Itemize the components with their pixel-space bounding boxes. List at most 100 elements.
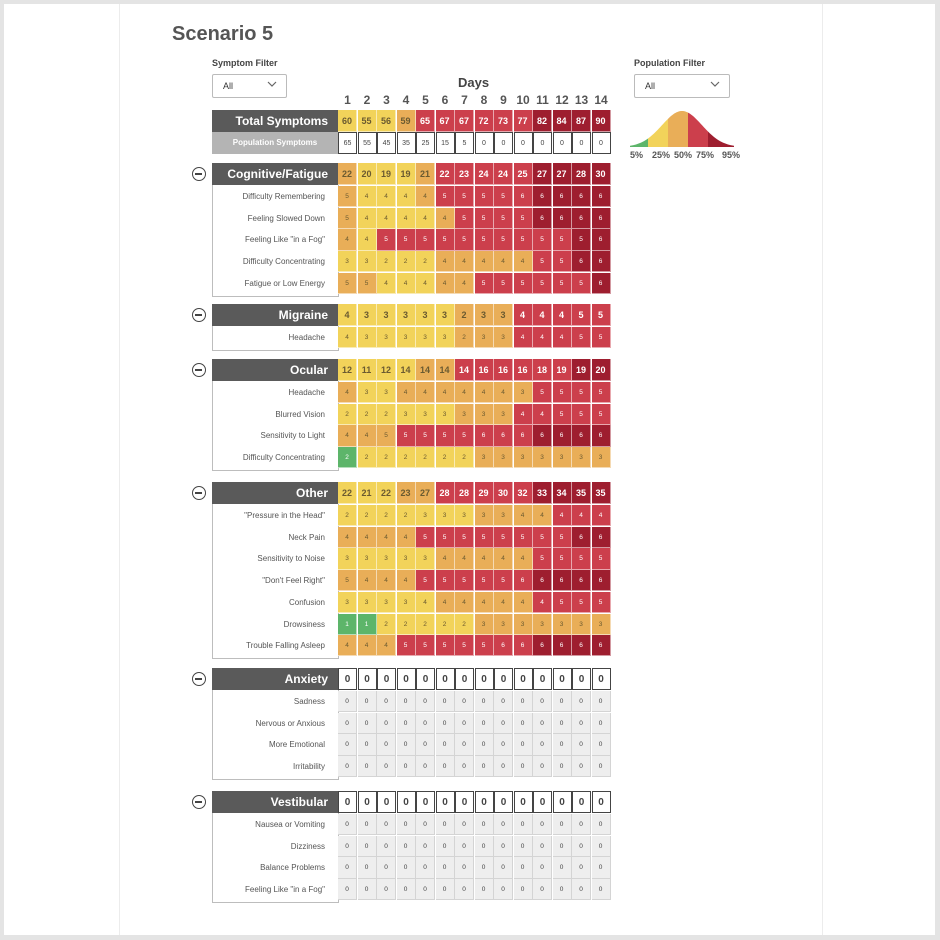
symptom-cell: 3 [474, 505, 494, 527]
collapse-migraine-button[interactable] [192, 308, 206, 322]
group-total-cell: 14 [435, 359, 455, 381]
symptom-cell: 5 [494, 272, 513, 294]
symptom-cell: 0 [474, 691, 494, 713]
symptom-cell: 5 [533, 548, 552, 570]
group-total-cell: 14 [416, 359, 435, 381]
symptom-cell: 3 [513, 382, 533, 404]
symptom-cell: 0 [416, 712, 435, 734]
symptom-cell: 4 [435, 591, 455, 613]
symptom-label: Confusion [288, 597, 325, 607]
symptom-cell: 4 [377, 635, 396, 657]
symptom-cell: 5 [552, 382, 572, 404]
symptom-cell: 0 [377, 691, 396, 713]
symptom-cell: 0 [572, 857, 591, 879]
group-total-cell: 3 [416, 304, 435, 326]
symptom-cell: 0 [572, 734, 591, 756]
group-total-cell: 0 [455, 791, 474, 813]
symptom-cell: 0 [474, 814, 494, 836]
group-total-cell: 0 [533, 668, 552, 690]
collapse-other-button[interactable] [192, 486, 206, 500]
collapse-anxiety-button[interactable] [192, 672, 206, 686]
symptom-cell: 0 [533, 857, 552, 879]
symptom-cell: 4 [416, 186, 435, 208]
group-total-cell: 0 [435, 668, 455, 690]
symptom-cell: 4 [474, 591, 494, 613]
symptom-cell: 6 [591, 635, 611, 657]
symptom-cell: 0 [572, 814, 591, 836]
population-filter-value: All [645, 81, 656, 91]
symptom-cell: 0 [494, 734, 513, 756]
symptom-cell: 4 [377, 526, 396, 548]
population-symptoms-cell: 35 [396, 132, 416, 154]
total-symptoms-cell: 60 [338, 110, 357, 132]
symptom-label: Fatigue or Low Energy [244, 278, 326, 288]
symptom-cell: 4 [513, 591, 533, 613]
group-total-cell: 3 [377, 304, 396, 326]
group-total-cell: 0 [435, 791, 455, 813]
symptom-cell: 0 [572, 756, 591, 778]
symptom-cell: 0 [474, 756, 494, 778]
symptom-cell: 4 [435, 207, 455, 229]
symptom-cell: 5 [552, 403, 572, 425]
collapse-cognitive-fatigue-button[interactable] [192, 167, 206, 181]
symptom-cell: 5 [416, 229, 435, 251]
symptom-cell: 4 [416, 382, 435, 404]
symptom-cell: 3 [494, 505, 513, 527]
symptom-cell: 5 [396, 229, 416, 251]
symptom-cell: 4 [494, 548, 513, 570]
day-number: 14 [594, 93, 608, 107]
symptom-cell: 3 [396, 591, 416, 613]
population-symptoms-cell: 0 [591, 132, 611, 154]
symptom-cell: 0 [552, 712, 572, 734]
symptom-cell: 0 [357, 814, 377, 836]
population-symptoms-cell: 15 [435, 132, 455, 154]
symptom-cell: 0 [416, 756, 435, 778]
symptom-cell: 0 [377, 712, 396, 734]
symptom-cell: 0 [572, 879, 591, 901]
symptom-cell: 5 [494, 526, 513, 548]
population-filter-select[interactable]: All [634, 74, 730, 98]
symptom-cell: 5 [552, 251, 572, 273]
curve-segment [708, 131, 734, 147]
symptom-cell: 6 [533, 570, 552, 592]
symptom-cell: 0 [533, 756, 552, 778]
percentile-label: 95% [722, 150, 741, 160]
symptom-cell: 0 [435, 835, 455, 857]
curve-segment [648, 118, 668, 147]
symptom-cell: 0 [552, 835, 572, 857]
symptom-cell: 5 [552, 272, 572, 294]
symptom-cell: 0 [533, 814, 552, 836]
symptom-label: Drowsiness [283, 619, 325, 629]
symptom-cell: 5 [416, 425, 435, 447]
curve-segment [688, 112, 708, 147]
group-total-cell: 19 [377, 163, 396, 185]
group-total-cell: 34 [552, 482, 572, 504]
symptom-cell: 0 [455, 756, 474, 778]
symptom-cell: 4 [494, 591, 513, 613]
symptom-cell: 4 [357, 207, 377, 229]
symptom-cell: 0 [474, 734, 494, 756]
symptom-cell: 4 [435, 382, 455, 404]
symptom-cell: 6 [572, 251, 591, 273]
symptom-cell: 0 [494, 814, 513, 836]
symptom-cell: 4 [533, 591, 552, 613]
symptom-cell: 6 [591, 425, 611, 447]
symptom-cell: 5 [338, 207, 357, 229]
symptom-filter-select[interactable]: All [212, 74, 287, 98]
group-total-cell: 18 [533, 359, 552, 381]
chevron-down-icon [267, 81, 277, 87]
group-total-cell: 12 [377, 359, 396, 381]
symptom-cell: 2 [377, 613, 396, 635]
symptom-cell: 3 [533, 613, 552, 635]
collapse-vestibular-button[interactable] [192, 795, 206, 809]
symptom-cell: 5 [533, 272, 552, 294]
group-total-cell: 4 [513, 304, 533, 326]
collapse-ocular-button[interactable] [192, 363, 206, 377]
group-total-cell: 16 [494, 359, 513, 381]
population-symptoms-cell: 0 [552, 132, 572, 154]
symptom-cell: 3 [435, 505, 455, 527]
symptom-cell: 5 [591, 591, 611, 613]
day-number: 6 [441, 93, 449, 107]
symptom-cell: 0 [533, 835, 552, 857]
symptom-cell: 4 [338, 425, 357, 447]
